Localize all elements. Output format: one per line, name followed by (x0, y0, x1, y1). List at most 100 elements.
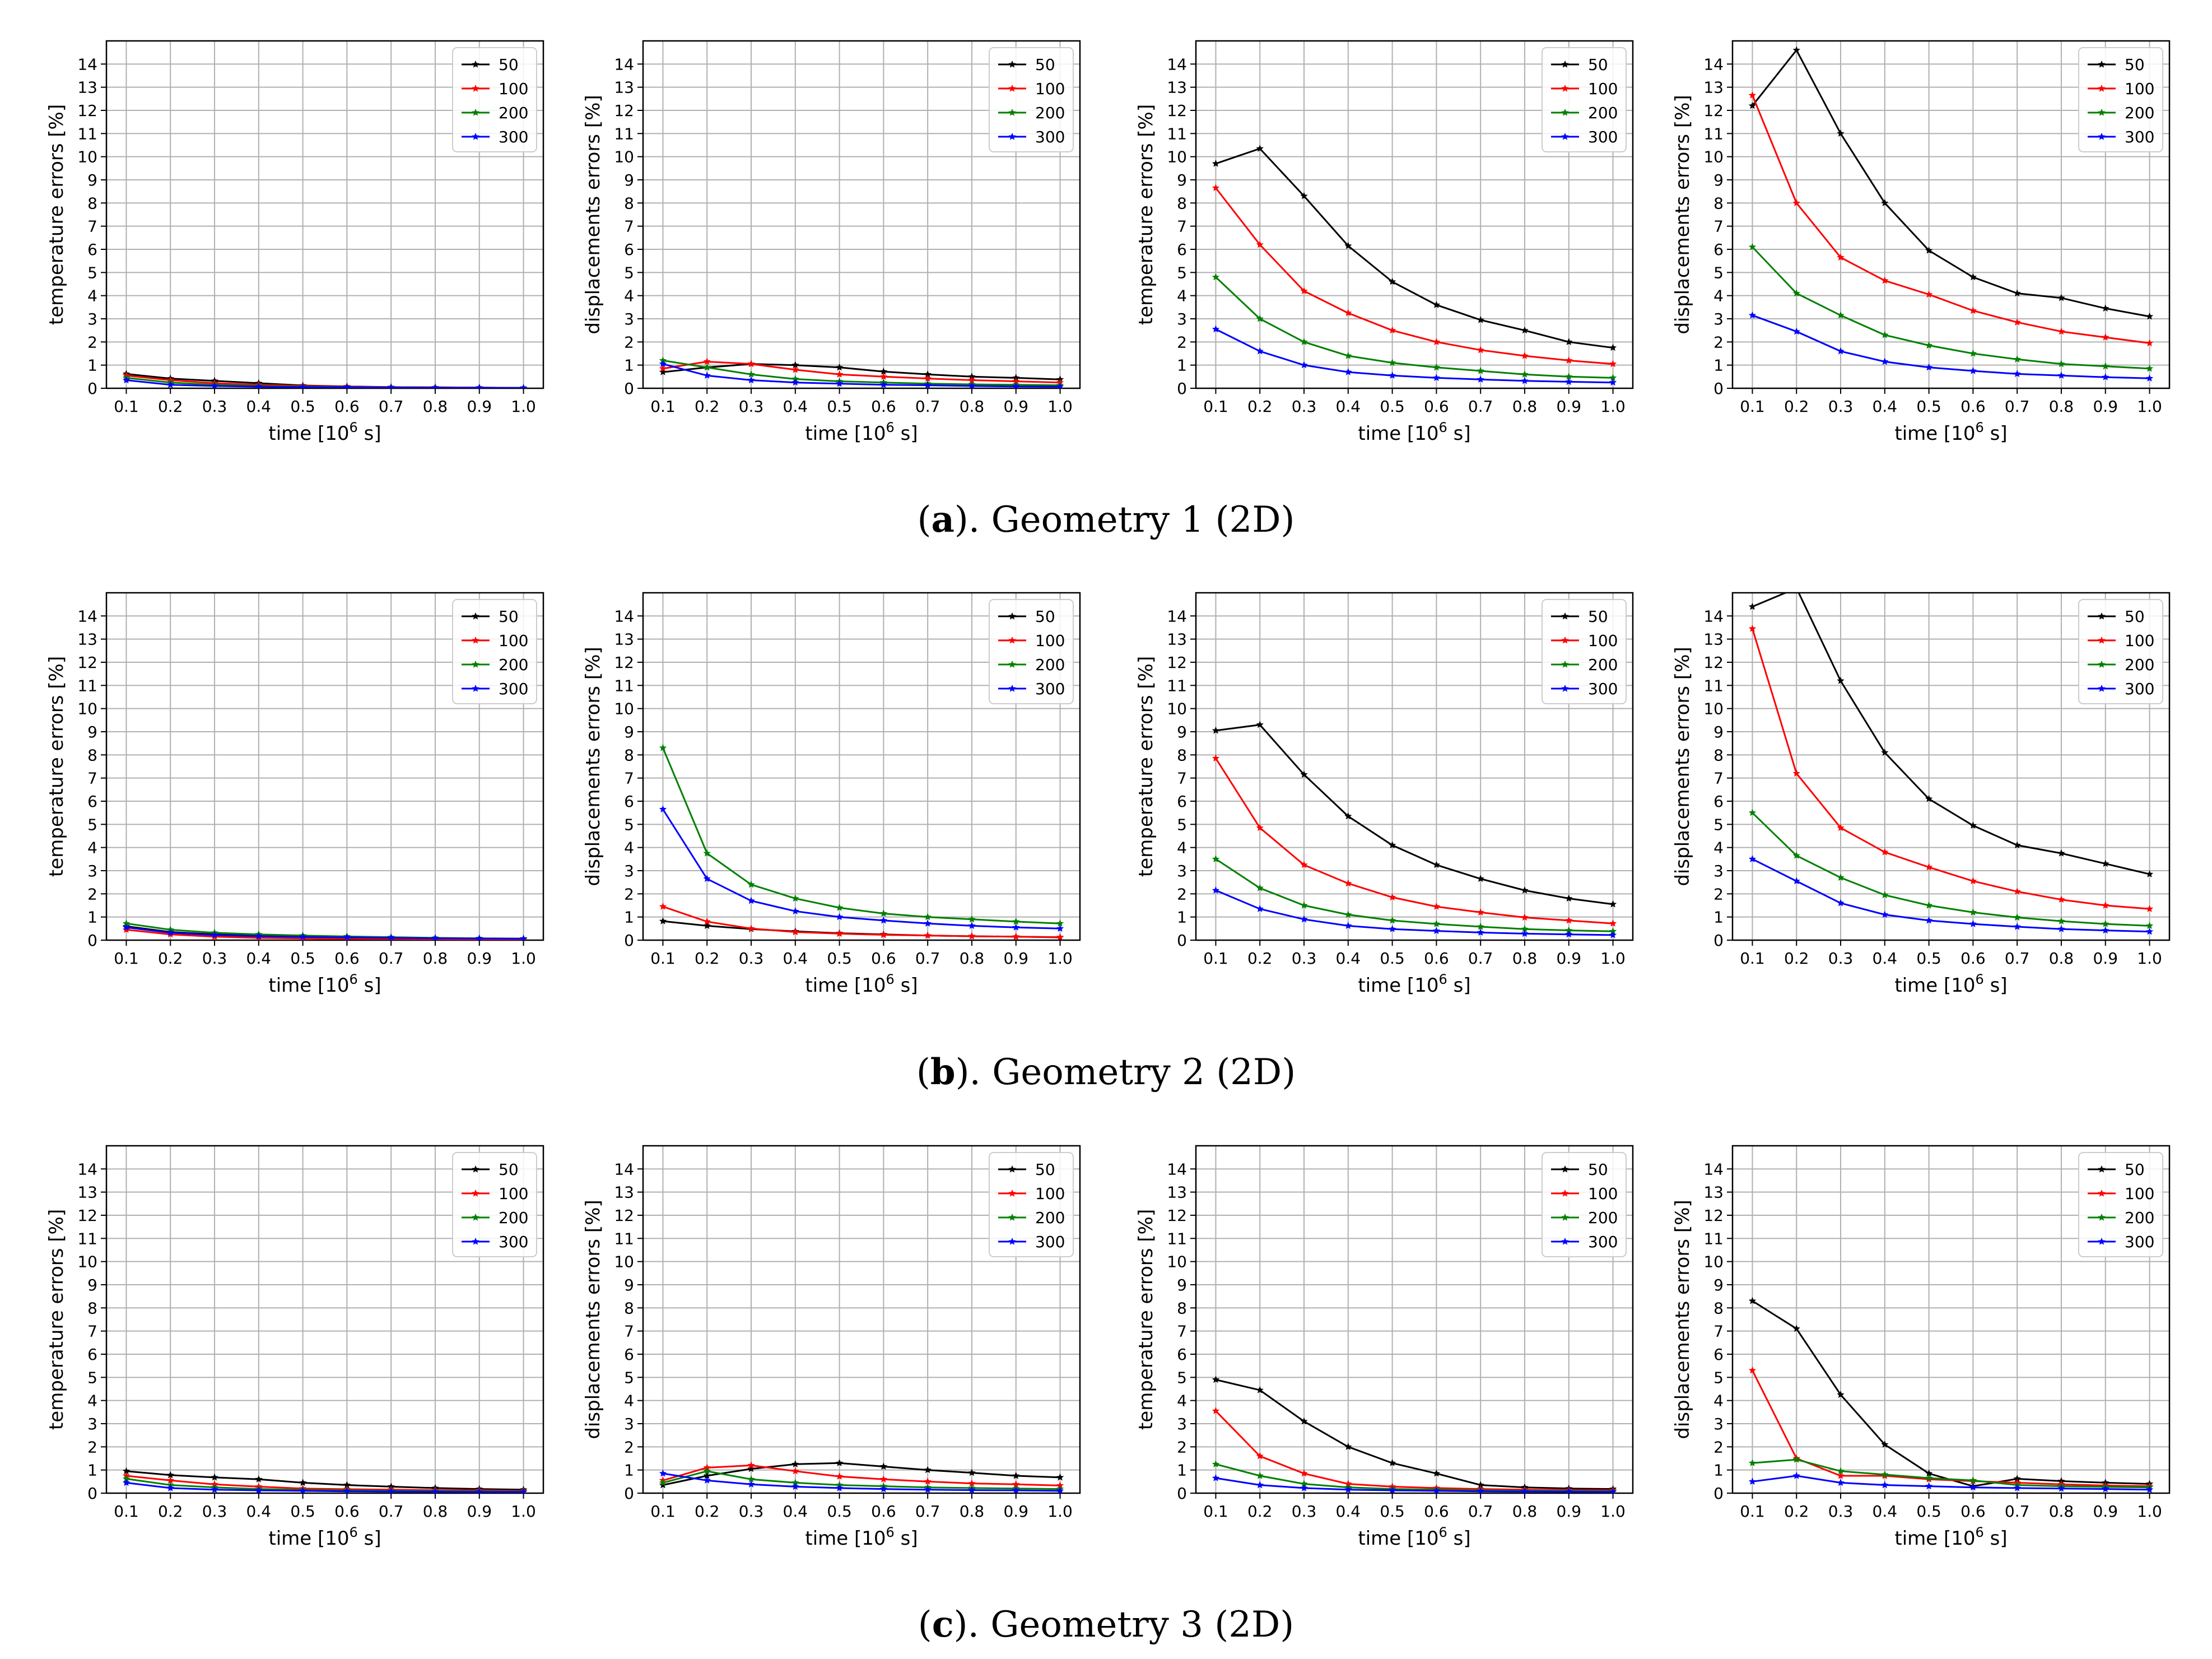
data-point-300 (1344, 1485, 1352, 1493)
plot-frame (1195, 592, 1634, 941)
data-point-300 (1388, 925, 1396, 932)
data-point-50 (2013, 841, 2021, 849)
y-tick-label: 13 (614, 630, 634, 649)
y-tick-label: 8 (624, 194, 634, 212)
data-point-300 (1300, 1484, 1308, 1491)
y-tick-label: 4 (624, 839, 634, 857)
data-point-100 (879, 373, 888, 380)
y-tick-label: 2 (1713, 1438, 1724, 1456)
y-tick-label: 9 (1713, 171, 1724, 189)
data-point-300 (703, 371, 711, 379)
y-tick-label: 14 (1167, 1160, 1187, 1178)
legend-marker-100 (2098, 636, 2106, 644)
legend-marker-50 (1561, 1165, 1569, 1173)
x-tick-label: 0.9 (2093, 949, 2118, 968)
y-tick-label: 0 (1713, 379, 1724, 398)
data-point-300 (1521, 930, 1529, 937)
x-tick-label: 0.5 (827, 397, 852, 416)
y-tick-label: 3 (1713, 862, 1724, 880)
y-tick-label: 1 (1713, 356, 1724, 375)
data-point-100 (1432, 903, 1441, 910)
x-tick-label: 0.8 (960, 397, 985, 416)
y-tick-label: 6 (87, 792, 97, 811)
series-line-50 (1216, 1379, 1613, 1490)
x-tick-label: 0.5 (1380, 949, 1405, 968)
data-point-200 (1837, 873, 1845, 881)
legend-label-100: 100 (1588, 631, 1618, 650)
legend-marker-300 (1561, 1238, 1569, 1245)
data-point-300 (299, 1486, 307, 1493)
y-tick-label: 5 (624, 1368, 634, 1387)
data-point-100 (659, 903, 667, 910)
data-point-300 (1256, 1481, 1264, 1489)
data-point-100 (659, 364, 667, 372)
legend-box (989, 599, 1074, 704)
data-point-300 (519, 1488, 528, 1493)
legend-marker-100 (2098, 85, 2106, 92)
data-point-50 (1344, 241, 1352, 249)
data-point-300 (1388, 371, 1396, 379)
legend-label-300: 300 (1588, 128, 1618, 146)
y-tick-label: 8 (624, 1299, 634, 1317)
legend-label-50: 50 (2125, 607, 2145, 626)
data-point-50 (1212, 160, 1220, 167)
data-point-100 (1056, 1481, 1064, 1489)
y-tick-label: 2 (87, 333, 97, 351)
y-tick-label: 6 (1177, 1345, 1187, 1364)
y-tick-label: 7 (1177, 217, 1187, 236)
legend-marker-300 (1008, 133, 1016, 140)
legend-label-300: 300 (1588, 680, 1618, 698)
data-point-200 (1565, 373, 1573, 380)
x-tick-label: 0.8 (423, 1502, 448, 1521)
x-tick-label: 0.2 (1247, 397, 1273, 416)
legend-label-300: 300 (2125, 1233, 2154, 1251)
y-tick-label: 11 (1167, 124, 1187, 143)
data-point-200 (703, 849, 711, 857)
y-tick-label: 9 (87, 1276, 97, 1294)
data-point-100 (122, 926, 131, 933)
legend-box (2078, 599, 2163, 704)
data-point-200 (1344, 352, 1352, 359)
data-point-300 (791, 378, 799, 386)
y-tick-label: 4 (87, 839, 97, 857)
data-point-100 (791, 928, 799, 936)
data-point-50 (2057, 849, 2065, 857)
y-tick-label: 13 (614, 78, 634, 97)
series-line-100 (1215, 187, 1613, 365)
x-tick-label: 1.0 (1047, 949, 1073, 968)
x-tick-label: 0.5 (1380, 397, 1405, 416)
data-point-100 (1837, 253, 1845, 261)
data-point-100 (1521, 913, 1529, 921)
legend-box (2078, 47, 2163, 152)
data-point-300 (659, 805, 667, 813)
y-tick-label: 11 (77, 676, 97, 695)
data-point-300 (1056, 383, 1064, 388)
y-tick-label: 3 (1713, 310, 1724, 328)
y-tick-label: 14 (614, 607, 634, 625)
y-tick-label: 12 (77, 101, 97, 120)
x-tick-label: 0.1 (650, 1502, 676, 1521)
data-point-300 (1837, 1479, 1845, 1486)
data-point-100 (1925, 290, 1933, 298)
x-tick-label: 0.2 (158, 397, 183, 416)
y-tick-label: 14 (1167, 607, 1187, 625)
y-tick-label: 7 (624, 1322, 634, 1341)
x-tick-label: 0.4 (1873, 949, 1898, 968)
x-tick-label: 0.1 (114, 1502, 139, 1521)
data-point-100 (1477, 908, 1484, 916)
y-tick-label: 13 (1167, 630, 1187, 649)
y-tick-label: 6 (1177, 792, 1187, 811)
y-tick-label: 4 (1713, 1392, 1724, 1410)
data-point-100 (1521, 352, 1529, 359)
legend-label-200: 200 (499, 104, 528, 122)
data-point-300 (211, 1485, 218, 1493)
plot-area (1748, 46, 2154, 382)
data-point-50 (879, 368, 888, 375)
legend-marker-300 (472, 1238, 479, 1245)
data-point-300 (1792, 1472, 1800, 1479)
legend-marker-300 (1008, 1238, 1016, 1245)
x-tick-label: 0.8 (423, 397, 448, 416)
legend-label-200: 200 (1588, 1209, 1618, 1227)
data-point-200 (1012, 917, 1020, 925)
data-point-100 (703, 917, 711, 925)
